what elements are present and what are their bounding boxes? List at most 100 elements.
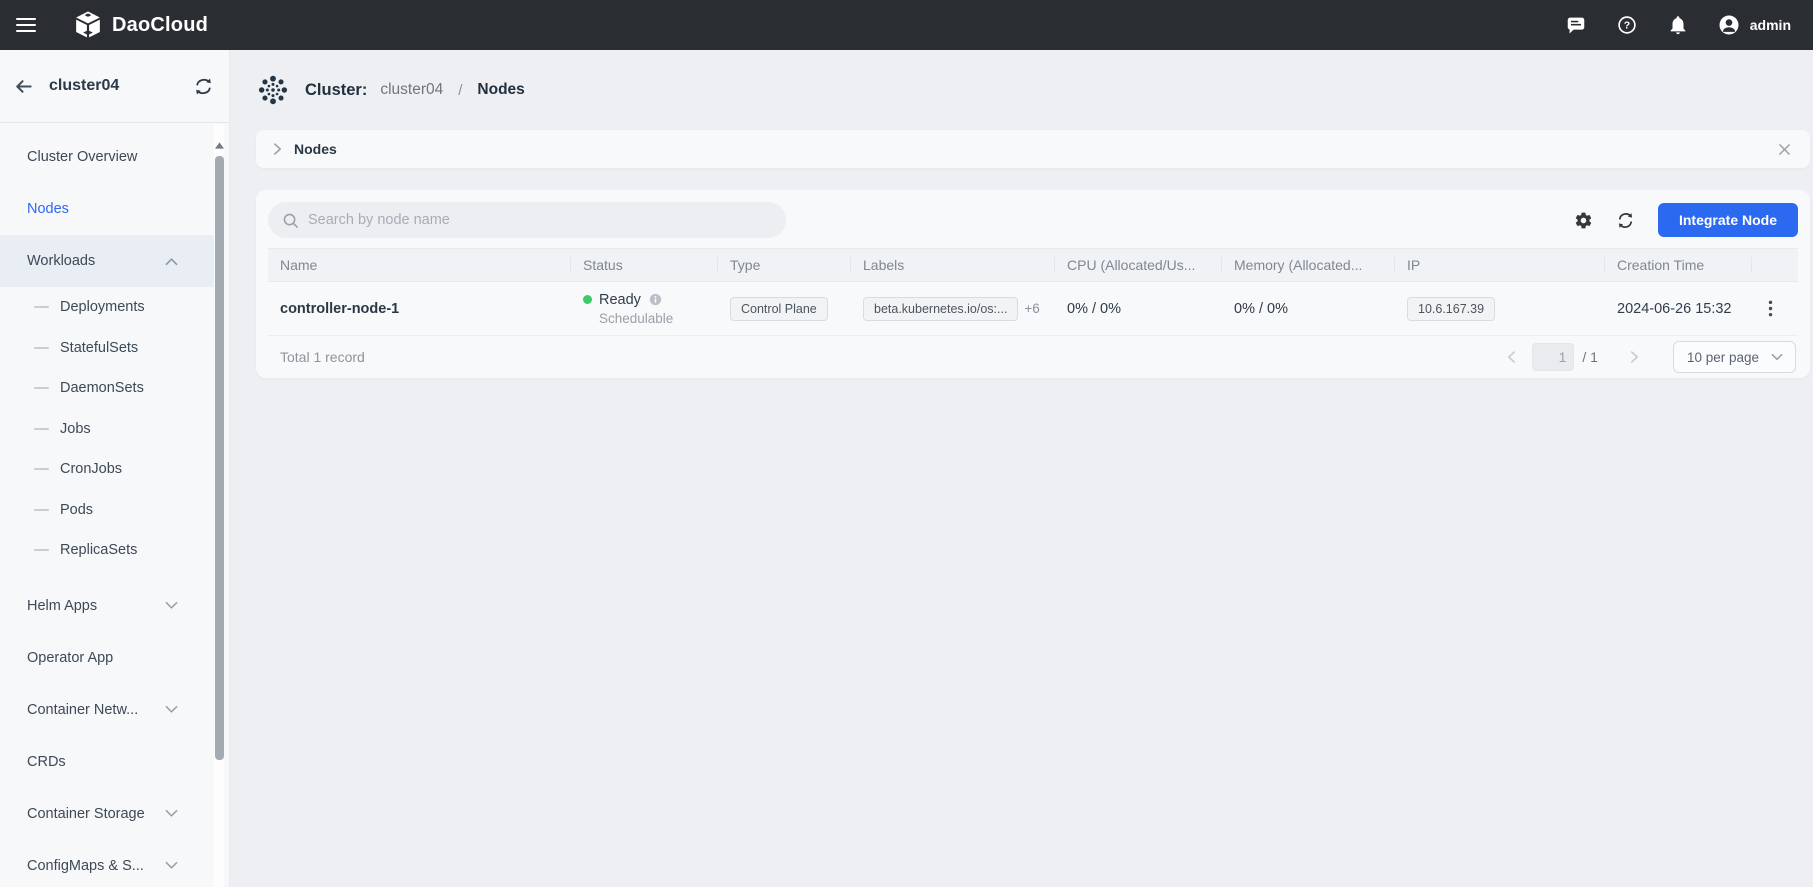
breadcrumb: Nodes: [256, 130, 1810, 168]
sidebar-nav: Cluster Overview Nodes Workloads Deploym…: [0, 123, 229, 887]
sidebar-item-deployments[interactable]: Deployments: [0, 287, 214, 328]
hamburger-icon[interactable]: [16, 15, 40, 35]
info-icon[interactable]: [648, 292, 663, 307]
nodes-panel: Integrate Node Name Status Type Labels C…: [256, 190, 1810, 378]
page-total: / 1: [1582, 349, 1598, 365]
avatar: [1717, 13, 1741, 37]
node-memory-cell: 0% / 0%: [1234, 300, 1288, 317]
status-text: Ready: [599, 291, 641, 308]
scrollbar-thumb[interactable]: [214, 156, 224, 760]
sidebar-item-jobs[interactable]: Jobs: [0, 409, 214, 450]
chevron-right-icon[interactable]: [273, 142, 282, 156]
table-row: controller-node-1 Ready Sch: [268, 282, 1798, 336]
sidebar-header: cluster04: [0, 50, 229, 123]
schedulable-text: Schedulable: [599, 310, 674, 326]
sidebar-item-helm-apps[interactable]: Helm Apps: [0, 580, 214, 632]
help-icon[interactable]: ?: [1615, 13, 1639, 37]
chevron-down-icon: [165, 601, 178, 610]
sidebar-item-daemonsets[interactable]: DaemonSets: [0, 368, 214, 409]
refresh-icon[interactable]: [1616, 211, 1635, 230]
chat-icon[interactable]: [1564, 13, 1588, 37]
column-header-status: Status: [571, 257, 718, 273]
table-footer: Total 1 record / 1 10 per page: [268, 336, 1798, 378]
total-records: Total 1 record: [280, 349, 365, 365]
breadcrumb-label: Nodes: [294, 141, 337, 157]
dash-icon: [34, 508, 49, 511]
sidebar-cluster-name: cluster04: [49, 77, 120, 94]
svg-text:?: ?: [1624, 20, 1630, 32]
sidebar-item-nodes[interactable]: Nodes: [27, 201, 69, 217]
brand: DaoCloud: [74, 11, 208, 39]
column-header-labels: Labels: [851, 257, 1055, 273]
sidebar: cluster04 Cluster Overview Nodes Workloa…: [0, 50, 230, 887]
kebab-icon[interactable]: [1764, 296, 1786, 321]
pagination: / 1 10 per page: [1503, 341, 1796, 373]
sidebar-scrollbar[interactable]: [214, 124, 224, 887]
page-size-select[interactable]: 10 per page: [1672, 341, 1796, 373]
dash-icon: [34, 427, 49, 430]
page-number-input[interactable]: [1532, 343, 1575, 371]
search-box[interactable]: [268, 202, 786, 238]
sidebar-item-pods[interactable]: Pods: [0, 490, 214, 531]
sidebar-item-workloads[interactable]: Workloads: [0, 235, 214, 287]
user-menu[interactable]: admin: [1717, 13, 1791, 37]
topbar: DaoCloud ?: [0, 0, 1813, 50]
sidebar-item-operator-app[interactable]: Operator App: [27, 649, 114, 666]
sidebar-item-crds[interactable]: CRDs: [27, 753, 66, 770]
label-tag[interactable]: beta.kubernetes.io/os:...: [863, 296, 1019, 321]
back-arrow-icon[interactable]: [13, 76, 34, 97]
ip-tag[interactable]: 10.6.167.39: [1407, 296, 1496, 321]
labels-more-count[interactable]: +6: [1024, 300, 1040, 316]
node-creation-time: 2024-06-26 15:32: [1617, 300, 1732, 317]
sidebar-item-cronjobs[interactable]: CronJobs: [0, 449, 214, 490]
chevron-up-icon: [165, 257, 178, 266]
sidebar-item-replicasets[interactable]: ReplicaSets: [0, 530, 214, 571]
node-ip-cell: 10.6.167.39: [1395, 296, 1605, 321]
next-page-icon[interactable]: [1626, 346, 1643, 368]
search-input[interactable]: [308, 212, 772, 228]
column-header-cpu: CPU (Allocated/Us...: [1055, 257, 1222, 273]
header-cluster-name[interactable]: cluster04: [380, 81, 444, 98]
dash-icon: [34, 468, 49, 471]
username: admin: [1749, 17, 1791, 33]
status-dot: [583, 295, 592, 304]
integrate-node-button[interactable]: Integrate Node: [1657, 203, 1798, 237]
node-type-cell: Control Plane: [718, 296, 851, 321]
gear-icon[interactable]: [1574, 211, 1593, 230]
main-content: Cluster: cluster04 / Nodes Nodes: [230, 50, 1813, 887]
dash-icon: [34, 346, 49, 349]
sidebar-item-statefulsets[interactable]: StatefulSets: [0, 328, 214, 369]
type-tag: Control Plane: [730, 296, 828, 321]
sidebar-item-container-storage[interactable]: Container Storage: [0, 788, 214, 840]
page-title: Cluster: cluster04 / Nodes: [256, 50, 1813, 130]
table-header: Name Status Type Labels CPU (Allocated/U…: [268, 248, 1798, 282]
close-icon[interactable]: [1775, 140, 1794, 159]
page-size-value: 10 per page: [1686, 349, 1759, 365]
chevron-down-icon: [165, 861, 178, 870]
scroll-up-icon[interactable]: [214, 142, 224, 150]
column-header-type: Type: [718, 257, 851, 273]
dash-icon: [34, 306, 49, 309]
node-actions-cell: [1752, 296, 1798, 321]
node-cpu-cell: 0% / 0%: [1067, 300, 1121, 317]
chevron-down-icon: [165, 809, 178, 818]
node-name[interactable]: controller-node-1: [280, 300, 400, 317]
column-header-memory: Memory (Allocated...: [1222, 257, 1395, 273]
switch-cluster-icon[interactable]: [193, 76, 214, 97]
sidebar-item-container-network[interactable]: Container Netw...: [0, 684, 214, 736]
bell-icon[interactable]: [1666, 13, 1690, 37]
chevron-down-icon: [1771, 353, 1783, 361]
column-header-ip: IP: [1395, 257, 1605, 273]
header-separator: /: [458, 81, 463, 99]
chevron-down-icon: [165, 705, 178, 714]
node-labels-cell: beta.kubernetes.io/os:... +6: [851, 296, 1055, 321]
prev-page-icon[interactable]: [1503, 346, 1520, 368]
dash-icon: [34, 549, 49, 552]
daocloud-logo: [74, 11, 102, 39]
sidebar-item-configmaps-secrets[interactable]: ConfigMaps & S...: [0, 840, 214, 887]
sidebar-item-cluster-overview[interactable]: Cluster Overview: [27, 149, 138, 165]
brand-name: DaoCloud: [112, 13, 209, 36]
table-toolbar: Integrate Node: [268, 202, 1798, 238]
search-icon: [282, 212, 299, 229]
cluster-icon: [256, 73, 290, 107]
